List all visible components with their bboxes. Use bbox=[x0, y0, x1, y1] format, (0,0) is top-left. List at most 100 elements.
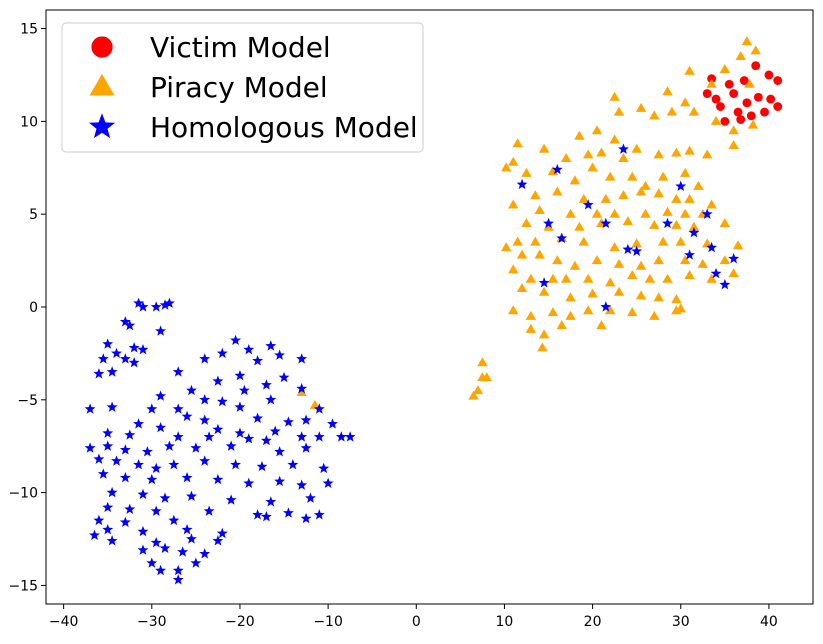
data-point-piracy-model bbox=[552, 186, 563, 196]
data-point-homologous-model bbox=[199, 353, 211, 364]
data-point-homologous-model bbox=[305, 492, 316, 503]
data-point-piracy-model bbox=[653, 255, 664, 265]
data-point-homologous-model bbox=[234, 401, 246, 412]
legend-label-victim-model: Victim Model bbox=[150, 31, 331, 64]
data-point-homologous-model bbox=[238, 384, 250, 396]
data-point-homologous-model bbox=[172, 431, 184, 442]
data-point-homologous-model bbox=[216, 527, 228, 539]
data-point-piracy-model bbox=[679, 97, 691, 107]
data-point-homologous-model bbox=[260, 511, 272, 522]
data-point-homologous-model bbox=[137, 488, 149, 500]
data-point-piracy-model bbox=[477, 357, 488, 367]
data-point-piracy-model bbox=[662, 86, 673, 96]
data-point-piracy-model bbox=[508, 199, 519, 209]
y-tick-label: 0 bbox=[29, 300, 38, 316]
data-point-piracy-model bbox=[609, 242, 620, 252]
data-point-victim-model bbox=[753, 92, 763, 102]
data-point-piracy-model bbox=[741, 36, 753, 46]
data-point-piracy-model bbox=[671, 147, 682, 157]
data-point-victim-model bbox=[764, 70, 774, 80]
data-point-piracy-model bbox=[649, 310, 660, 320]
data-point-piracy-model bbox=[679, 167, 691, 177]
legend-items: Victim Model Piracy Model Homologous Model bbox=[88, 31, 418, 144]
data-point-piracy-model bbox=[635, 102, 647, 112]
data-point-piracy-model bbox=[728, 268, 739, 278]
data-point-homologous-model bbox=[728, 253, 740, 264]
data-point-victim-model bbox=[739, 76, 749, 85]
data-point-homologous-model bbox=[199, 394, 211, 405]
data-point-homologous-model bbox=[133, 459, 145, 470]
data-point-homologous-model bbox=[582, 199, 594, 210]
data-point-piracy-model bbox=[516, 282, 528, 292]
data-point-victim-model bbox=[766, 94, 776, 104]
data-point-piracy-model bbox=[508, 156, 519, 166]
data-point-homologous-model bbox=[181, 410, 193, 422]
y-tick-label: −10 bbox=[8, 486, 38, 502]
data-point-victim-model bbox=[760, 107, 769, 117]
data-point-victim-model bbox=[729, 89, 739, 98]
data-point-piracy-model bbox=[706, 78, 717, 88]
data-point-homologous-model bbox=[230, 459, 241, 470]
legend-marker-victim-model bbox=[91, 36, 113, 58]
x-tick-label: −40 bbox=[49, 614, 79, 630]
data-point-piracy-model bbox=[565, 310, 576, 320]
data-point-homologous-model bbox=[313, 431, 325, 442]
legend-frame bbox=[61, 22, 424, 153]
data-point-piracy-model bbox=[296, 386, 307, 396]
data-point-victim-model bbox=[707, 74, 717, 84]
data-point-victim-model bbox=[716, 102, 725, 111]
data-point-homologous-model bbox=[111, 455, 122, 466]
data-point-piracy-model bbox=[684, 65, 695, 75]
data-point-homologous-model bbox=[212, 535, 224, 546]
data-point-piracy-model bbox=[671, 294, 682, 304]
data-point-piracy-model bbox=[640, 208, 651, 218]
data-point-piracy-model bbox=[675, 303, 686, 313]
data-point-piracy-model bbox=[508, 264, 519, 274]
data-point-homologous-model bbox=[199, 548, 211, 559]
data-point-homologous-model bbox=[133, 418, 145, 429]
data-point-piracy-model bbox=[605, 277, 616, 287]
data-point-piracy-model bbox=[666, 106, 678, 116]
data-point-homologous-model bbox=[119, 444, 131, 455]
data-point-homologous-model bbox=[163, 440, 175, 451]
data-point-homologous-model bbox=[102, 501, 114, 513]
data-point-homologous-model bbox=[688, 227, 700, 238]
data-point-piracy-model bbox=[735, 50, 746, 60]
data-point-homologous-model bbox=[124, 503, 136, 514]
data-point-homologous-model bbox=[172, 366, 184, 377]
y-tick-label: −5 bbox=[17, 393, 38, 409]
data-point-piracy-model bbox=[671, 193, 682, 203]
data-point-piracy-model bbox=[649, 219, 660, 229]
data-point-homologous-model bbox=[252, 509, 264, 520]
data-point-piracy-model bbox=[750, 45, 761, 55]
data-point-homologous-model bbox=[296, 431, 308, 442]
data-point-homologous-model bbox=[93, 368, 105, 379]
data-point-piracy-model bbox=[591, 125, 603, 135]
data-point-piracy-model bbox=[543, 221, 554, 231]
data-point-piracy-model bbox=[719, 218, 731, 228]
data-point-homologous-model bbox=[600, 301, 612, 312]
data-point-homologous-model bbox=[137, 525, 149, 537]
data-point-victim-model bbox=[746, 111, 756, 121]
data-point-piracy-model bbox=[635, 290, 647, 300]
legend-label-homologous-model: Homologous Model bbox=[150, 111, 418, 144]
legend-marker-homologous-model bbox=[88, 113, 116, 139]
x-tick-label: 10 bbox=[496, 614, 514, 630]
data-point-piracy-model bbox=[605, 305, 616, 315]
data-point-homologous-model bbox=[212, 423, 224, 435]
data-point-piracy-model bbox=[613, 258, 625, 268]
data-point-piracy-model bbox=[702, 149, 713, 159]
data-point-piracy-model bbox=[525, 273, 537, 283]
data-point-homologous-model bbox=[260, 434, 272, 446]
data-point-piracy-model bbox=[534, 205, 545, 215]
data-point-homologous-model bbox=[119, 353, 131, 364]
x-axis: −40 −30 −20 −10 0 10 20 30 40 bbox=[49, 604, 778, 630]
data-point-homologous-model bbox=[265, 340, 277, 351]
data-point-piracy-model bbox=[591, 208, 603, 218]
data-point-piracy-model bbox=[508, 305, 519, 315]
data-point-piracy-model bbox=[552, 255, 563, 265]
data-point-homologous-model bbox=[225, 440, 237, 451]
data-point-piracy-model bbox=[744, 78, 755, 88]
data-point-piracy-model bbox=[569, 175, 581, 185]
